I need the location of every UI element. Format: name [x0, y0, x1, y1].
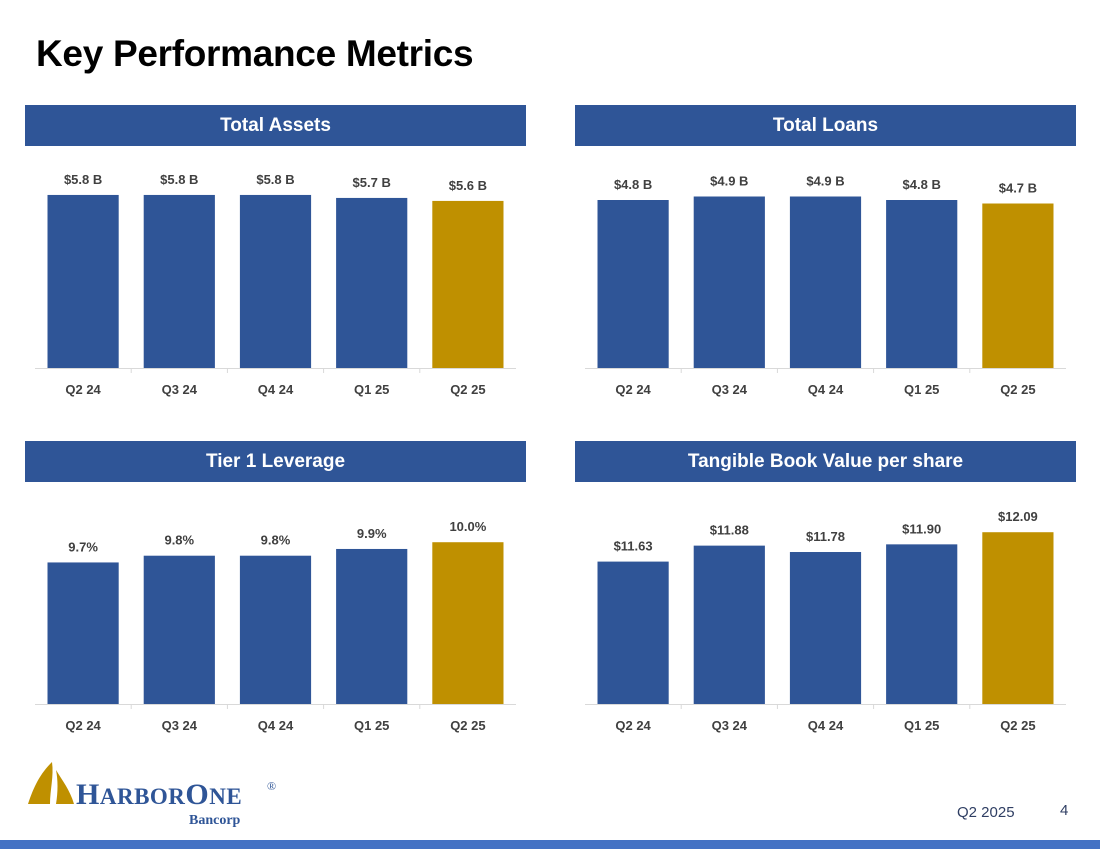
total-assets-panel: Total Assets $5.8 B Q2 24 $5.8 B Q3 24 $5.8 … [25, 105, 526, 405]
total-assets-chart: $5.8 B Q2 24 $5.8 B Q3 24 $5.8 B Q4 24 $5.7 B Q… [35, 172, 516, 397]
panel-header: Tangible Book Value per share [575, 441, 1076, 482]
x-tick-label: Q2 25 [450, 382, 485, 397]
svg-text:Bancorp: Bancorp [189, 813, 241, 828]
bar-q2-24 [597, 200, 669, 368]
harborone-logo: HARBORONE ® Bancorp [28, 762, 276, 828]
data-label: $5.8 B [256, 172, 294, 187]
x-tick-label: Q2 24 [65, 382, 101, 397]
page-title: Key Performance Metrics [36, 33, 474, 74]
x-tick-label: Q1 25 [904, 718, 939, 733]
footer-date: Q2 2025 [957, 804, 1015, 821]
x-tick-label: Q1 25 [354, 382, 389, 397]
x-tick-label: Q4 24 [808, 382, 844, 397]
total-loans-chart: $4.8 B Q2 24 $4.9 B Q3 24 $4.9 B Q4 24 $4.8 B Q… [585, 174, 1066, 397]
x-tick-label: Q2 24 [615, 718, 651, 733]
data-label: $4.8 B [903, 177, 941, 192]
data-label: $5.8 B [160, 172, 198, 187]
bar-q2-24 [597, 561, 669, 704]
data-label: $11.78 [806, 529, 845, 544]
total-loans-panel: Total Loans $4.8 B Q2 24 $4.9 B Q3 24 $4.9 B… [575, 105, 1076, 405]
bar-q3-24 [693, 545, 765, 704]
data-label: $11.88 [710, 523, 749, 538]
x-tick-label: Q2 24 [65, 718, 101, 733]
data-label: $4.7 B [999, 181, 1037, 196]
panel-header: Total Assets [25, 105, 526, 146]
bar-q2-25 [432, 200, 504, 368]
data-label: 9.8% [164, 533, 194, 548]
data-label: 9.8% [261, 533, 291, 548]
tangible-book-value-panel: Tangible Book Value per share $11.63 Q2 2… [575, 441, 1076, 741]
x-tick-label: Q2 25 [450, 718, 485, 733]
bar-q1-25 [336, 197, 408, 368]
tangible-book-value-chart: $11.63 Q2 24 $11.88 Q3 24 $11.78 Q4 24 $11.90 Q… [585, 509, 1066, 733]
data-label: 9.9% [357, 526, 387, 541]
data-label: $12.09 [998, 509, 1038, 524]
bar-q4-24 [239, 555, 312, 704]
data-label: 10.0% [449, 519, 486, 534]
svg-text:HARBORONE: HARBORONE [76, 778, 242, 811]
x-tick-label: Q3 24 [712, 382, 748, 397]
x-tick-label: Q4 24 [808, 718, 844, 733]
x-tick-label: Q1 25 [354, 718, 389, 733]
x-tick-label: Q3 24 [162, 718, 198, 733]
tier1-leverage-chart: 9.7% Q2 24 9.8% Q3 24 9.8% Q4 24 9.9% Q1 25 10.0… [35, 519, 516, 733]
x-tick-label: Q2 24 [615, 382, 651, 397]
data-label: $4.9 B [806, 174, 844, 189]
data-label: $11.90 [902, 521, 941, 536]
bar-q2-25 [982, 532, 1054, 704]
bottom-band [0, 840, 1100, 849]
data-label: $5.8 B [64, 172, 102, 187]
bar-q2-25 [432, 542, 504, 704]
bar-q1-25 [886, 544, 958, 704]
data-label: $5.7 B [353, 175, 391, 190]
bar-q4-24 [239, 194, 312, 368]
bar-q3-24 [143, 194, 215, 368]
bar-q4-24 [789, 552, 862, 704]
x-tick-label: Q1 25 [904, 382, 939, 397]
data-label: 9.7% [68, 539, 98, 554]
panel-header: Total Loans [575, 105, 1076, 146]
bar-q1-25 [336, 548, 408, 704]
bar-q2-25 [982, 203, 1054, 368]
x-tick-label: Q4 24 [258, 382, 294, 397]
data-label: $11.63 [614, 539, 653, 554]
bar-q3-24 [693, 196, 765, 368]
bar-q2-24 [47, 562, 119, 704]
x-tick-label: Q3 24 [712, 718, 748, 733]
svg-text:®: ® [267, 779, 276, 793]
bar-q3-24 [143, 555, 215, 704]
bar-q2-24 [47, 194, 119, 368]
sail-mark-icon [28, 762, 74, 804]
data-label: $5.6 B [449, 178, 487, 193]
tier1-leverage-panel: Tier 1 Leverage 9.7% Q2 24 9.8% Q3 24 9.8% Q4… [25, 441, 526, 741]
x-tick-label: Q2 25 [1000, 718, 1035, 733]
bar-q4-24 [789, 196, 862, 368]
data-label: $4.8 B [614, 177, 652, 192]
panel-header: Tier 1 Leverage [25, 441, 526, 482]
page-number: 4 [1060, 802, 1069, 819]
x-tick-label: Q2 25 [1000, 382, 1035, 397]
bar-q1-25 [886, 200, 958, 368]
x-tick-label: Q3 24 [162, 382, 198, 397]
data-label: $4.9 B [710, 174, 748, 189]
x-tick-label: Q4 24 [258, 718, 294, 733]
